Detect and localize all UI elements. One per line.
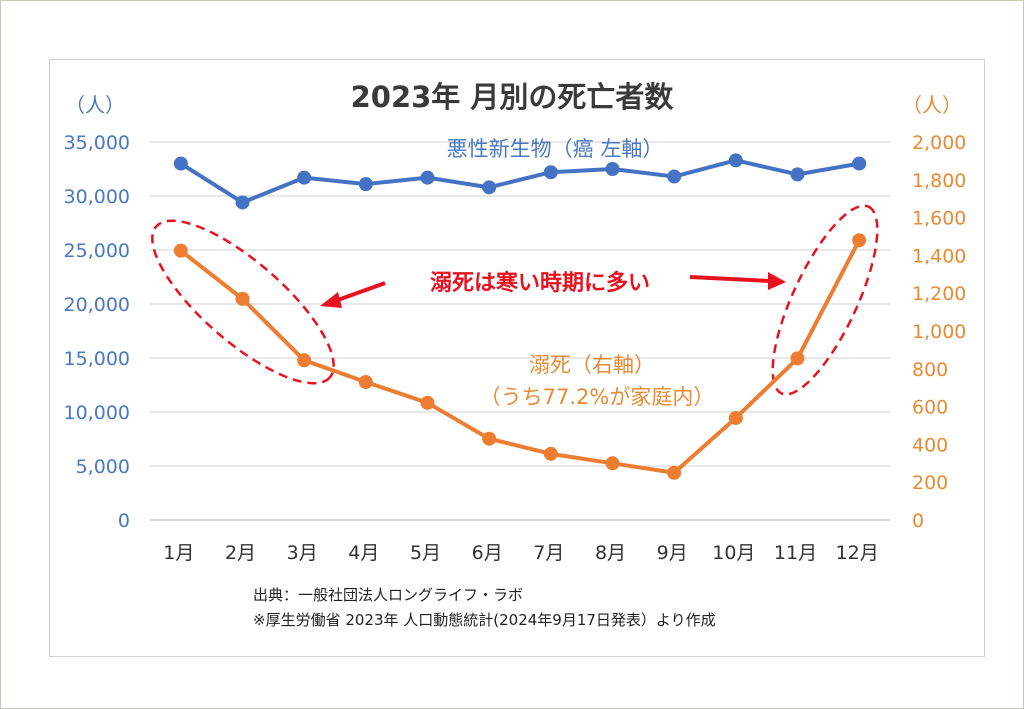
right-axis-ticks: 0 200 400 600 800 1,000 1,200 1,400 1,600 1,800 2,… <box>912 132 966 532</box>
right-arrow <box>689 272 786 290</box>
drowning-point <box>605 456 620 471</box>
drowning-point <box>790 351 805 366</box>
left-tick-label: 10,000 <box>64 402 130 424</box>
right-tick-label: 600 <box>912 397 948 419</box>
cancer-point <box>852 156 867 171</box>
drowning-sub-label: （うち77.2%が家庭内） <box>480 385 715 409</box>
x-tick-label: 11月 <box>774 542 817 564</box>
left-arrow <box>320 281 386 308</box>
cancer-point <box>728 153 743 168</box>
drowning-point <box>852 233 867 248</box>
right-tick-label: 1,800 <box>912 170 966 192</box>
cancer-point <box>667 169 682 184</box>
drowning-point <box>667 465 682 480</box>
source-line-1: 出典：一般社団法人ロングライフ・ラボ <box>253 586 523 604</box>
x-tick-label: 2月 <box>225 542 256 564</box>
left-tick-label: 30,000 <box>64 186 130 208</box>
left-tick-label: 25,000 <box>64 240 130 262</box>
x-tick-label: 7月 <box>533 542 564 564</box>
x-axis-ticks: 1月 2月 3月 4月 5月 6月 7月 8月 9月 10月 11月 12月 <box>163 542 878 564</box>
cancer-point <box>358 177 373 192</box>
right-tick-label: 400 <box>912 434 948 456</box>
x-tick-label: 8月 <box>595 542 626 564</box>
right-tick-label: 1,000 <box>912 321 966 343</box>
x-tick-label: 12月 <box>836 542 879 564</box>
left-tick-label: 15,000 <box>64 348 130 370</box>
x-tick-label: 4月 <box>348 542 379 564</box>
right-tick-label: 1,400 <box>912 245 966 267</box>
cancer-point <box>605 162 620 176</box>
x-tick-label: 3月 <box>287 542 318 564</box>
source-line-2: ※厚生労働省 2023年 人口動態統計(2024年9月17日発表）より作成 <box>253 611 716 629</box>
series-group <box>173 153 867 480</box>
drowning-point <box>543 446 558 461</box>
drowning-point <box>420 395 435 410</box>
chart-title: 2023年 月別の死亡者数 <box>351 80 675 114</box>
left-tick-label: 35,000 <box>64 132 130 154</box>
x-tick-label: 5月 <box>410 542 441 564</box>
drowning-point <box>297 353 312 368</box>
cancer-point <box>420 170 435 185</box>
x-tick-label: 1月 <box>163 542 194 564</box>
cancer-point <box>297 170 312 185</box>
left-tick-label: 5,000 <box>76 456 130 478</box>
right-tick-label: 1,200 <box>912 283 966 305</box>
gridlines <box>150 141 890 521</box>
chart-panel <box>49 59 985 657</box>
right-tick-label: 200 <box>912 472 948 494</box>
cancer-point <box>173 156 188 171</box>
drowning-point <box>173 243 188 258</box>
x-tick-label: 9月 <box>657 542 688 564</box>
right-axis-unit: （人） <box>902 93 962 117</box>
right-tick-label: 2,000 <box>912 132 966 154</box>
cancer-point <box>543 165 558 180</box>
callout-text: 溺死は寒い時期に多い <box>430 270 650 296</box>
cancer-series-label: 悪性新生物（癌 左軸） <box>447 137 664 161</box>
left-axis-ticks: 0 5,000 10,000 15,000 20,000 25,000 30,000 35,0… <box>64 132 130 532</box>
winter-end-highlight <box>771 204 879 396</box>
left-tick-label: 20,000 <box>64 294 130 316</box>
right-tick-label: 0 <box>912 510 924 532</box>
drowning-point <box>235 291 250 306</box>
winter-start-highlight <box>151 219 335 385</box>
cancer-point <box>235 195 250 210</box>
drowning-series-label: 溺死（右軸） <box>529 353 655 377</box>
right-tick-label: 800 <box>912 359 948 381</box>
cancer-series-line <box>179 158 860 205</box>
x-tick-label: 10月 <box>712 542 755 564</box>
drowning-point <box>728 410 743 425</box>
left-axis-unit: （人） <box>65 93 125 117</box>
drowning-point <box>482 431 497 446</box>
right-tick-label: 1,600 <box>912 208 966 230</box>
cancer-point <box>482 180 497 195</box>
left-tick-label: 0 <box>118 510 130 532</box>
drowning-series-line <box>179 239 861 475</box>
drowning-point <box>358 375 373 390</box>
cancer-point <box>790 167 805 182</box>
x-tick-label: 6月 <box>472 542 503 564</box>
